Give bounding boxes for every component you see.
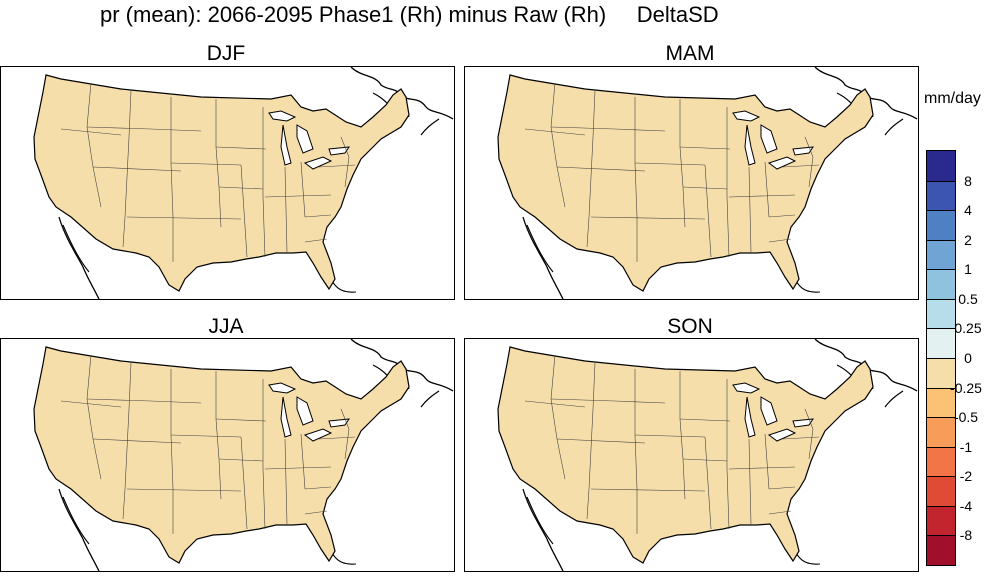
colorbar-label: -2 [959,468,973,485]
us-map-shape [497,67,918,299]
colorbar-segment [927,505,955,536]
us-map-shape [497,339,918,571]
colorbar-label: -1 [959,438,973,455]
colorbar-label: -0.25 [950,379,982,396]
map-panel-jja [0,338,455,572]
colorbar-label: -0.5 [953,409,979,426]
colorbar-segment [927,269,955,299]
panel-title-jja: JJA [208,315,244,338]
usa-map-son [497,339,918,571]
map-panel-mam [464,66,919,300]
colorbar-label: 0.25 [954,320,982,337]
panel-title-son: SON [667,315,713,338]
colorbar-label: -4 [959,497,973,514]
colorbar-segment [927,210,955,240]
colorbar-segment [927,151,955,181]
colorbar-segment [927,535,955,565]
usa-map-djf [33,67,454,299]
panel-title-djf: DJF [206,42,246,65]
colorbar-segment [927,476,955,506]
colorbar [926,150,956,566]
colorbar-units: mm/day [924,90,981,107]
map-panel-son [464,338,919,572]
colorbar-segment [927,358,955,388]
us-map-shape [33,67,454,299]
colorbar-segment [927,328,955,358]
colorbar-label: 1 [964,261,972,278]
colorbar-label: 0.5 [958,290,978,307]
colorbar-segment [927,446,955,477]
figure-title: pr (mean): 2066-2095 Phase1 (Rh) minus R… [100,2,719,27]
colorbar-label: 0 [964,350,972,366]
map-panel-djf [0,66,455,300]
colorbar-label: 8 [964,172,972,189]
us-map-shape [33,339,454,571]
colorbar-label: 2 [964,231,972,248]
colorbar-label: -8 [959,527,973,544]
colorbar-segment [927,387,955,418]
colorbar-segment [927,298,955,329]
colorbar-segment [927,417,955,447]
panel-title-mam: MAM [665,42,715,65]
colorbar-label: 4 [964,202,972,219]
usa-map-mam [497,67,918,299]
colorbar-segment [927,180,955,211]
colorbar-segment [927,239,955,270]
usa-map-jja [33,339,454,571]
